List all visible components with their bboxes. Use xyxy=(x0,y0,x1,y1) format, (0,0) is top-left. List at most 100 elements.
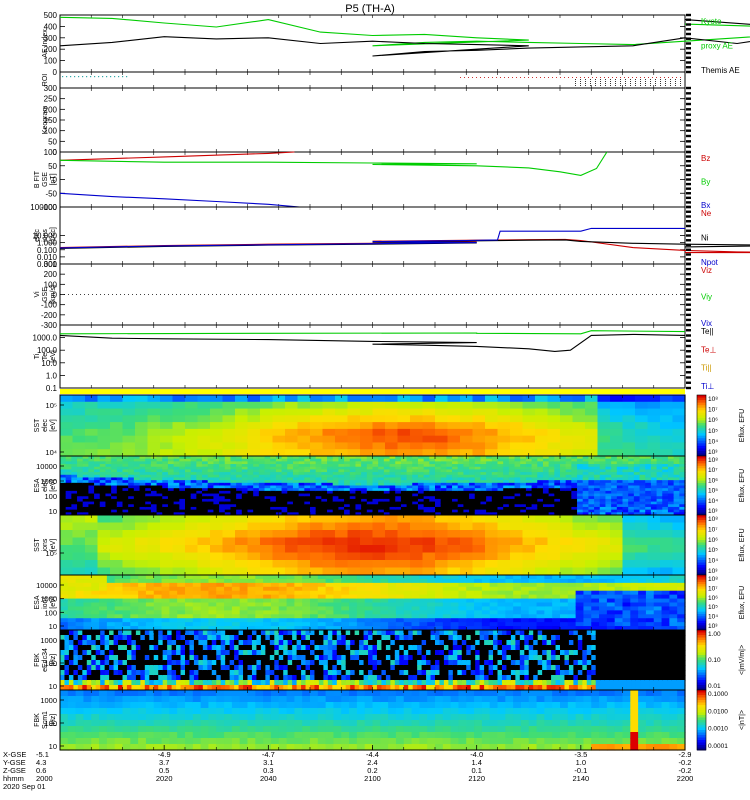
spec-cell xyxy=(162,496,169,500)
spec-cell xyxy=(60,458,67,462)
colorbar-segment xyxy=(697,483,706,486)
spec-cell xyxy=(389,466,396,471)
spec-cell xyxy=(531,466,538,471)
spec-cell xyxy=(673,498,680,503)
spec-cell xyxy=(105,490,112,495)
spec-cell xyxy=(111,477,118,481)
spec-cell xyxy=(469,509,476,513)
spec-cell xyxy=(452,482,459,487)
spec-cell xyxy=(264,501,271,505)
spec-cell xyxy=(145,490,152,495)
spec-cell xyxy=(480,496,487,500)
spec-cell xyxy=(287,493,294,497)
ylabel-density: elec ions [1/cc] xyxy=(34,227,57,244)
y-tick-label: 0.1 xyxy=(46,384,58,393)
spec-cell xyxy=(185,602,194,608)
spec-cell xyxy=(145,594,155,600)
spec-cell xyxy=(210,537,224,546)
spec-cell xyxy=(366,493,374,497)
spec-cell xyxy=(304,466,311,471)
spec-cell xyxy=(577,469,584,473)
spec-cell xyxy=(577,480,584,484)
y-tick-label: 300 xyxy=(44,34,58,43)
roi-dot xyxy=(640,83,641,84)
spec-cell xyxy=(263,575,272,580)
spec-cell xyxy=(480,506,487,511)
spec-cell xyxy=(247,458,254,462)
roi-dot xyxy=(572,77,573,78)
spec-cell xyxy=(594,504,601,508)
spec-cell xyxy=(147,515,161,524)
spec-cell xyxy=(639,504,646,508)
spec-cell xyxy=(216,626,225,631)
spec-cell xyxy=(128,485,135,489)
spec-cell xyxy=(325,582,335,588)
spec-cell xyxy=(489,578,499,584)
spec-cell xyxy=(304,490,311,495)
colorbar-segment xyxy=(697,422,706,426)
ylabel-line: ions xyxy=(42,538,49,551)
spec-cell xyxy=(169,622,178,627)
spec-cell xyxy=(349,626,358,631)
spec-cell xyxy=(460,435,474,444)
spec-cell xyxy=(542,490,550,495)
spec-cell xyxy=(450,590,460,596)
spec-cell xyxy=(508,456,516,460)
roi-dot xyxy=(504,77,505,78)
spec-cell xyxy=(219,482,226,487)
spec-cell xyxy=(60,449,74,457)
spec-cell xyxy=(389,474,396,479)
spec-cell xyxy=(65,512,72,516)
spec-cell xyxy=(135,545,149,554)
spec-cell xyxy=(304,474,311,479)
roi-dot xyxy=(605,79,606,80)
spec-cell xyxy=(417,490,425,495)
spec-cell xyxy=(185,408,199,416)
spec-cell xyxy=(202,490,209,495)
spec-cell xyxy=(388,606,397,611)
spec-cell xyxy=(253,501,260,505)
spec-cell xyxy=(585,522,599,531)
spec-cell xyxy=(270,458,277,462)
spec-cell xyxy=(410,567,424,576)
spec-cell xyxy=(355,504,362,508)
spec-cell xyxy=(508,506,516,511)
legend-entry: By xyxy=(701,178,710,187)
spec-cell xyxy=(202,456,209,460)
spec-cell xyxy=(554,504,561,508)
spec-cell xyxy=(297,408,311,416)
spec-cell xyxy=(77,501,84,505)
spec-cell xyxy=(321,490,328,495)
spec-cell xyxy=(355,472,362,476)
spec-cell xyxy=(508,512,516,516)
spec-cell xyxy=(417,501,425,505)
spec-cell xyxy=(200,586,210,592)
spec-cell xyxy=(660,552,674,561)
spec-cell xyxy=(310,504,317,508)
spec-cell xyxy=(60,545,74,554)
spec-cell xyxy=(440,466,447,471)
right-tick xyxy=(686,86,691,90)
spec-cell xyxy=(497,522,511,531)
colorbar-segment xyxy=(697,557,706,561)
roi-dot xyxy=(615,79,616,80)
spec-cell xyxy=(97,408,111,416)
spec-cell xyxy=(247,488,254,492)
spec-cell xyxy=(435,401,449,410)
spec-cell xyxy=(236,506,243,511)
spec-cell xyxy=(60,618,69,623)
spec-cell xyxy=(378,474,385,479)
spec-cell xyxy=(82,496,90,500)
spec-cell xyxy=(327,474,334,479)
roi-dot xyxy=(508,77,509,78)
spec-cell xyxy=(372,594,381,600)
right-tick xyxy=(686,47,691,50)
spec-cell xyxy=(327,501,334,505)
spec-cell xyxy=(383,488,391,492)
y-tick-label: 10⁵ xyxy=(46,401,57,410)
spec-cell xyxy=(497,474,504,479)
spec-cell xyxy=(156,490,163,495)
spec-cell xyxy=(366,488,374,492)
spec-cell xyxy=(60,537,74,546)
spec-cell xyxy=(650,480,658,484)
